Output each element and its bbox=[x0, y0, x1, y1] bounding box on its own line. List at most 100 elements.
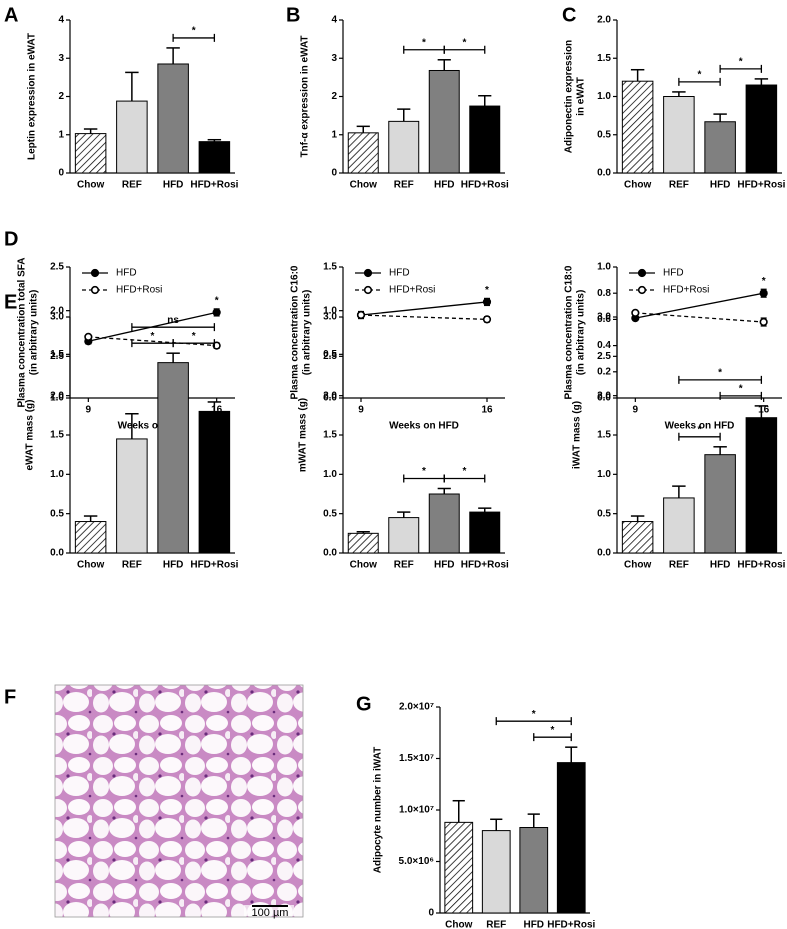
bar bbox=[198, 410, 231, 554]
x-tick-label: REF bbox=[122, 560, 142, 571]
x-tick-label: Chow bbox=[77, 560, 104, 571]
series-line bbox=[360, 314, 488, 321]
bar bbox=[745, 417, 778, 554]
significance-label: * bbox=[422, 466, 426, 477]
y-tick-label: 1.0 bbox=[50, 393, 64, 404]
bar bbox=[663, 96, 695, 174]
chart: C Adiponectin expression in eWAT 0.0 0.5 1.0 1… bbox=[562, 4, 786, 190]
y-tick-label: 3.0 bbox=[597, 312, 611, 323]
series-line bbox=[88, 336, 217, 347]
y-tick-label: 0.4 bbox=[597, 340, 611, 351]
y-tick-label: 0.0 bbox=[323, 393, 337, 404]
y-axis-label: Plasma concentration total SFA bbox=[17, 257, 28, 407]
significance-label: * bbox=[739, 57, 743, 68]
panel-letter: E bbox=[4, 291, 17, 313]
y-tick-label: 2.5 bbox=[50, 262, 64, 273]
bar bbox=[157, 362, 189, 554]
x-tick-label: 9 bbox=[633, 405, 639, 416]
y-tick-label: 0 bbox=[58, 168, 64, 179]
bar bbox=[428, 69, 460, 174]
bar bbox=[621, 521, 654, 554]
y-axis-label: Plasma concentration C16:0 bbox=[290, 265, 301, 399]
significance-label: ns bbox=[167, 315, 179, 326]
x-axis-label: Weeks on HFD bbox=[389, 421, 459, 432]
significance-label: * bbox=[739, 384, 743, 395]
significance-label: * bbox=[192, 331, 196, 342]
legend-label: HFD bbox=[663, 268, 684, 279]
x-tick-label: Chow bbox=[350, 560, 377, 571]
y-axis-label: (in arbitrary units) bbox=[576, 290, 587, 376]
panel-letter: A bbox=[4, 4, 18, 26]
legend-label: HFD+Rosi bbox=[116, 285, 162, 296]
y-tick-label: 1.0×10⁷ bbox=[399, 805, 434, 816]
significance-bracket bbox=[678, 375, 763, 384]
y-tick-label: 2 bbox=[58, 91, 64, 102]
y-tick-label: 0 bbox=[331, 168, 337, 179]
legend-marker bbox=[637, 268, 647, 278]
y-tick-label: 1.0 bbox=[597, 91, 611, 102]
y-tick-label: 0.0 bbox=[597, 548, 611, 559]
y-tick-label: 0.5 bbox=[50, 508, 64, 519]
significance-bracket bbox=[678, 77, 721, 86]
x-tick-label: 9 bbox=[86, 405, 92, 416]
y-axis-label: Leptin expression in eWAT bbox=[27, 33, 38, 160]
bar bbox=[704, 121, 736, 174]
annotation: * bbox=[215, 296, 219, 307]
significance-bracket bbox=[719, 64, 763, 73]
y-axis-label: mWAT mass (g) bbox=[298, 398, 309, 472]
y-tick-label: 4 bbox=[58, 15, 64, 26]
significance-label: * bbox=[718, 368, 722, 379]
point bbox=[84, 332, 93, 341]
y-tick-label: 1.0 bbox=[597, 262, 611, 273]
y-tick-label: 2.0 bbox=[597, 15, 611, 26]
legend-marker bbox=[90, 285, 100, 295]
bar bbox=[198, 141, 231, 174]
significance-label: * bbox=[463, 466, 467, 477]
histology-image bbox=[54, 684, 304, 918]
x-tick-label: 16 bbox=[481, 405, 493, 416]
x-tick-label: Chow bbox=[445, 920, 472, 929]
series-line bbox=[635, 292, 764, 319]
y-axis-label: Tnf-α expression in eWAT bbox=[300, 35, 311, 157]
x-tick-label: Chow bbox=[624, 180, 651, 191]
point bbox=[482, 315, 492, 324]
annotation: * bbox=[762, 276, 766, 287]
y-tick-label: 1.5 bbox=[50, 430, 64, 441]
chart: A Leptin expression in eWAT 0 1 2 3 4 Chow REF HF… bbox=[4, 4, 239, 190]
significance-bracket bbox=[172, 339, 216, 348]
y-tick-label: 1.5×10⁷ bbox=[399, 753, 434, 764]
x-tick-label: HFD+Rosi bbox=[547, 920, 595, 929]
y-tick-label: 1.0 bbox=[323, 469, 337, 480]
y-tick-label: 0.0 bbox=[50, 548, 64, 559]
y-tick-label: 1.5 bbox=[597, 53, 611, 64]
x-tick-label: Chow bbox=[77, 180, 104, 191]
legend-marker bbox=[637, 285, 647, 295]
point bbox=[356, 310, 366, 320]
y-tick-label: 0.0 bbox=[323, 548, 337, 559]
significance-bracket bbox=[533, 733, 572, 742]
x-tick-label: 16 bbox=[211, 405, 223, 416]
annotation: * bbox=[485, 285, 489, 296]
panel-letter: G bbox=[356, 693, 372, 715]
y-tick-label: 4 bbox=[331, 15, 337, 26]
significance-bracket bbox=[443, 45, 486, 54]
legend-marker bbox=[363, 268, 373, 278]
y-axis-label: in eWAT bbox=[576, 77, 587, 116]
x-tick-label: HFD+Rosi bbox=[461, 560, 509, 571]
x-tick-label: REF bbox=[486, 920, 506, 929]
y-axis-label: eWAT mass (g) bbox=[25, 400, 36, 471]
y-tick-label: 1.0 bbox=[323, 305, 337, 316]
bar bbox=[469, 105, 501, 174]
y-tick-label: 0.2 bbox=[597, 366, 611, 377]
y-tick-label: 2.0×10⁷ bbox=[399, 702, 434, 713]
y-tick-label: 0.8 bbox=[597, 288, 611, 299]
x-tick-label: REF bbox=[122, 180, 142, 191]
x-tick-label: REF bbox=[669, 560, 689, 571]
y-axis-label: iWAT mass (g) bbox=[572, 401, 583, 469]
y-tick-label: 0 bbox=[428, 908, 434, 919]
x-tick-label: REF bbox=[394, 560, 414, 571]
panel-letter: C bbox=[562, 4, 576, 26]
y-tick-label: 2.0 bbox=[323, 390, 337, 401]
panel-letter: B bbox=[286, 4, 300, 26]
